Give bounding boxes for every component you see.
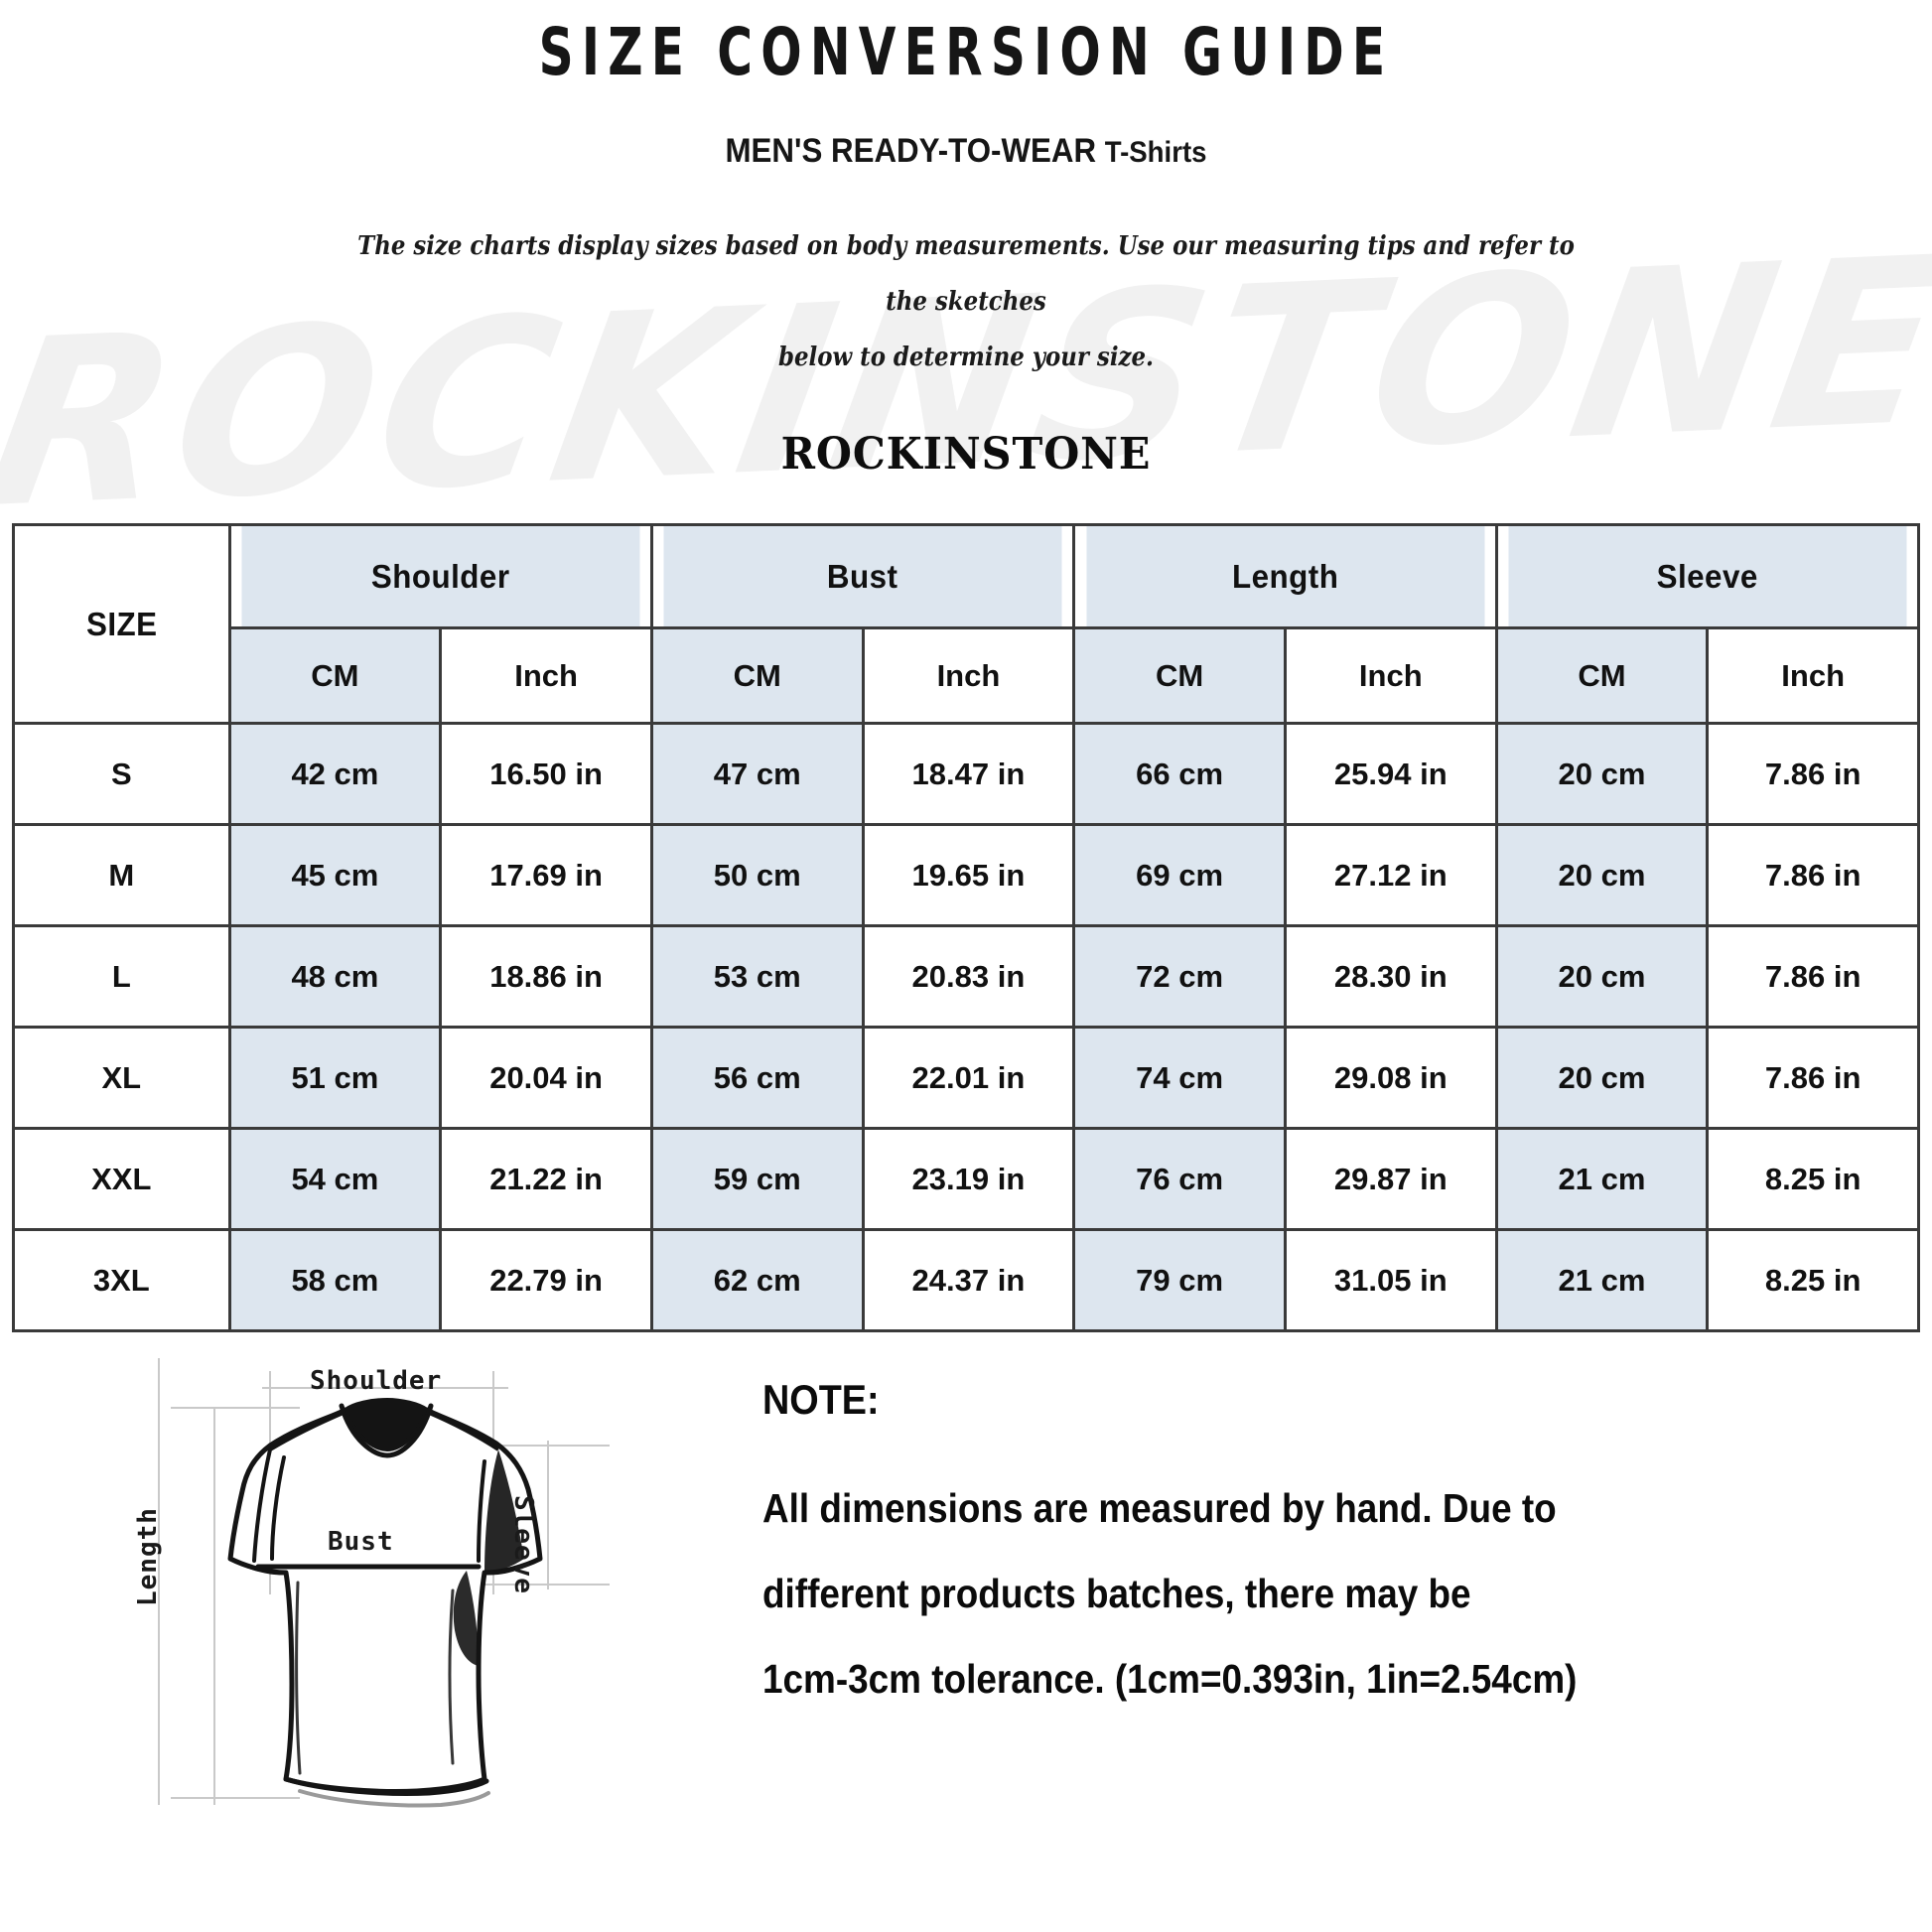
header-size: SIZE [17,523,226,725]
cell-value: 20 cm [1494,823,1710,927]
cell-value: 24.37 in [861,1228,1076,1332]
cell-value: 22.79 in [439,1228,653,1332]
header-group-bust: Bust [660,523,1065,629]
cell-value: 20 cm [1494,722,1710,826]
cell-value: 50 cm [649,823,865,927]
cell-value: 21 cm [1494,1228,1710,1332]
cell-value: 21 cm [1494,1127,1710,1231]
table-head: SIZE Shoulder Bust Length Sleeve CM Inch… [14,523,1920,725]
cell-value: 18.86 in [439,924,653,1029]
unit-sleeve-inch: Inch [1706,626,1920,725]
page-title: SIZE CONVERSION GUIDE [538,14,1394,90]
cell-value: 74 cm [1072,1026,1287,1130]
unit-bust-cm: CM [649,626,865,725]
subtitle-product: T-Shirts [1104,136,1207,169]
cell-value: 59 cm [649,1127,865,1231]
header-group-sleeve: Sleeve [1505,523,1910,629]
cell-value: 66 cm [1072,722,1287,826]
note-block: NOTE: All dimensions are measured by han… [762,1376,1874,1722]
unit-length-cm: CM [1072,626,1287,725]
unit-shoulder-cm: CM [227,626,443,725]
cell-value: 20 cm [1494,924,1710,1029]
table-row: XXL 54 cm 21.22 in 59 cm 23.19 in 76 cm 29.87 … [12,1127,1920,1231]
cell-value: 27.12 in [1283,823,1498,927]
note-line-1: All dimensions are measured by hand. Due… [762,1485,1557,1531]
row-size-label: 3XL [12,1228,231,1332]
page-description: The size charts display sizes based on b… [354,218,1578,385]
cell-value: 54 cm [227,1127,443,1231]
brand-name: ROCKINSTONE [780,429,1152,480]
unit-shoulder-inch: Inch [439,626,653,725]
cell-value: 56 cm [649,1026,865,1130]
cell-value: 20.83 in [861,924,1076,1029]
table-row: L 48 cm 18.86 in 53 cm 20.83 in 72 cm 28.30 in… [12,924,1920,1029]
cell-value: 51 cm [227,1026,443,1130]
row-size-label: L [12,924,231,1029]
cell-value: 45 cm [227,823,443,927]
cell-value: 53 cm [649,924,865,1029]
cell-value: 25.94 in [1283,722,1498,826]
figure-label-sleeve: Sleeve [508,1495,538,1594]
row-size-label: XL [12,1026,231,1130]
row-size-label: XXL [12,1127,231,1231]
figure-label-shoulder: Shoulder [310,1366,443,1396]
cell-value: 58 cm [227,1228,443,1332]
cell-value: 29.87 in [1283,1127,1498,1231]
row-size-label: M [12,823,231,927]
cell-value: 22.01 in [861,1026,1076,1130]
header-group-length: Length [1082,523,1487,629]
cell-value: 8.25 in [1706,1228,1920,1332]
cell-value: 28.30 in [1283,924,1498,1029]
unit-bust-inch: Inch [861,626,1076,725]
cell-value: 16.50 in [439,722,653,826]
cell-value: 7.86 in [1706,823,1920,927]
subtitle-category: MEN'S READY-TO-WEAR [725,132,1097,170]
cell-value: 7.86 in [1706,1026,1920,1130]
unit-header-row: CM Inch CM Inch CM Inch CM Inch [14,626,1920,725]
cell-value: 76 cm [1072,1127,1287,1231]
page-subtitle: MEN'S READY-TO-WEAR T-Shirts [77,132,1855,171]
cell-value: 69 cm [1072,823,1287,927]
cell-value: 7.86 in [1706,722,1920,826]
cell-value: 47 cm [649,722,865,826]
cell-value: 23.19 in [861,1127,1076,1231]
cell-value: 48 cm [227,924,443,1029]
figure-label-bust: Bust [328,1527,394,1557]
note-heading: NOTE: [762,1376,880,1423]
size-conversion-table: SIZE Shoulder Bust Length Sleeve CM Inch… [12,523,1920,1332]
group-header-row: SIZE Shoulder Bust Length Sleeve [14,523,1919,725]
cell-value: 19.65 in [861,823,1076,927]
cell-value: 7.86 in [1706,924,1920,1029]
unit-length-inch: Inch [1283,626,1498,725]
bottom-section: Shoulder Bust Length Sleeve NOTE: All di… [0,1346,1932,1813]
description-line-1: The size charts display sizes based on b… [357,231,1575,317]
cell-value: 29.08 in [1283,1026,1498,1130]
table-row: M 45 cm 17.69 in 50 cm 19.65 in 69 cm 27.12 in… [12,823,1920,927]
cell-value: 20 cm [1494,1026,1710,1130]
cell-value: 62 cm [649,1228,865,1332]
table-body: S 42 cm 16.50 in 47 cm 18.47 in 66 cm 25.94 in… [12,722,1920,1332]
tshirt-measurement-diagram: Shoulder Bust Length Sleeve [133,1346,618,1811]
cell-value: 21.22 in [439,1127,653,1231]
figure-label-length: Length [133,1507,163,1606]
cell-value: 18.47 in [861,722,1076,826]
cell-value: 42 cm [227,722,443,826]
cell-value: 79 cm [1072,1228,1287,1332]
unit-sleeve-cm: CM [1494,626,1710,725]
cell-value: 8.25 in [1706,1127,1920,1231]
cell-value: 17.69 in [439,823,653,927]
table-row: 3XL 58 cm 22.79 in 62 cm 24.37 in 79 cm 31.05 … [12,1228,1920,1332]
note-line-3: 1cm-3cm tolerance. (1cm=0.393in, 1in=2.5… [762,1656,1578,1702]
header-group-shoulder: Shoulder [238,523,643,629]
table-row: S 42 cm 16.50 in 47 cm 18.47 in 66 cm 25.94 in… [12,722,1920,826]
cell-value: 20.04 in [439,1026,653,1130]
description-line-2: below to determine your size. [777,343,1155,372]
note-line-2: different products batches, there may be [762,1571,1471,1616]
cell-value: 72 cm [1072,924,1287,1029]
cell-value: 31.05 in [1283,1228,1498,1332]
row-size-label: S [12,722,231,826]
table-row: XL 51 cm 20.04 in 56 cm 22.01 in 74 cm 29.08 i… [12,1026,1920,1130]
